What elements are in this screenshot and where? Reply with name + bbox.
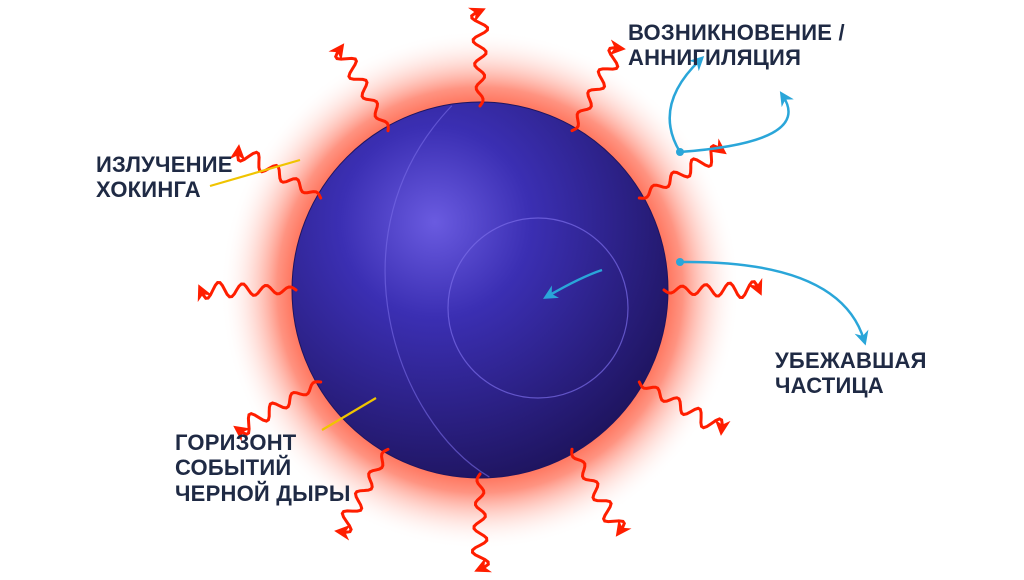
hawking-radiation-diagram <box>0 0 1024 580</box>
pair-arrow-right <box>680 96 789 152</box>
label-hawking: ИЗЛУЧЕНИЕ ХОКИНГА <box>96 152 233 203</box>
label-pair: ВОЗНИКНОВЕНИЕ / АННИГИЛЯЦИЯ <box>628 20 845 71</box>
label-escaped: УБЕЖАВШАЯ ЧАСТИЦА <box>775 348 927 399</box>
label-horizon: ГОРИЗОНТ СОБЫТИЙ ЧЕРНОЙ ДЫРЫ <box>175 430 351 506</box>
black-hole-sphere <box>292 102 668 478</box>
